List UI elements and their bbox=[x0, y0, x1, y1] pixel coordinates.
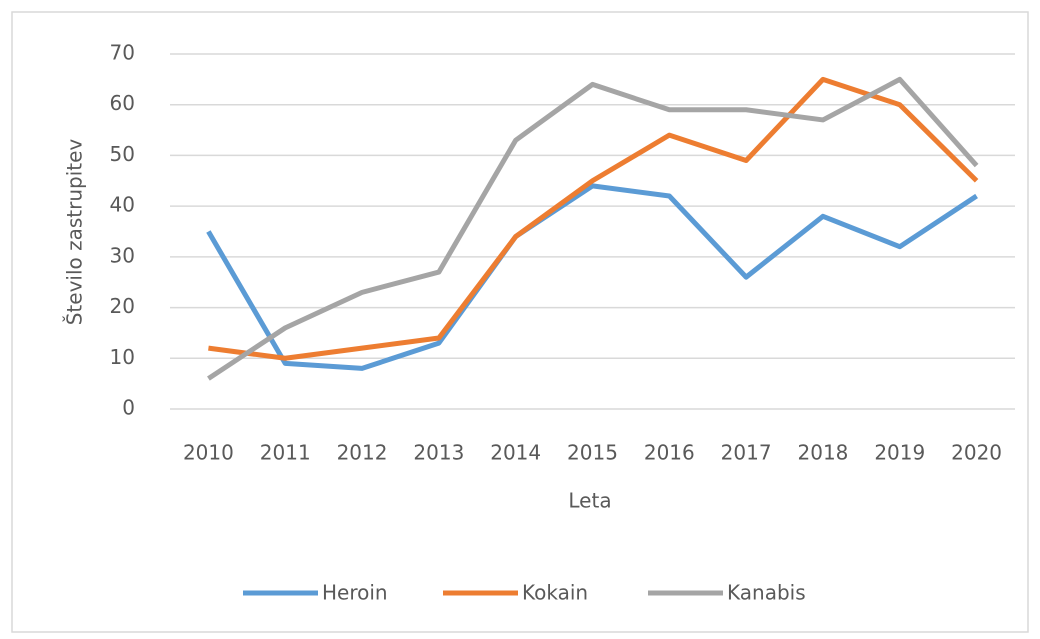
x-tick-label: 2011 bbox=[260, 441, 311, 465]
y-tick-label: 10 bbox=[110, 345, 135, 369]
y-tick-label: 30 bbox=[110, 243, 135, 267]
x-tick-label: 2014 bbox=[490, 441, 541, 465]
legend-label: Heroin bbox=[322, 581, 388, 605]
y-axis-title: Število zastrupitev bbox=[63, 139, 87, 326]
y-tick-label: 50 bbox=[110, 142, 135, 166]
data-line bbox=[206, 183, 978, 371]
x-tick-label: 2013 bbox=[413, 441, 464, 465]
y-tick-label: 60 bbox=[110, 91, 135, 115]
y-tick-label: 20 bbox=[110, 294, 135, 318]
data-line bbox=[208, 76, 979, 361]
y-tick-label: 70 bbox=[110, 41, 135, 65]
data-line bbox=[207, 76, 979, 381]
y-tick-label: 40 bbox=[110, 193, 135, 217]
legend-label: Kanabis bbox=[727, 581, 806, 605]
x-tick-label: 2018 bbox=[798, 441, 849, 465]
x-tick-label: 2016 bbox=[644, 441, 695, 465]
x-tick-label: 2015 bbox=[567, 441, 618, 465]
chart-border bbox=[11, 11, 1029, 633]
x-tick-label: 2012 bbox=[337, 441, 388, 465]
x-tick-label: 2019 bbox=[874, 441, 925, 465]
x-axis-title: Leta bbox=[568, 489, 611, 513]
y-tick-label: 0 bbox=[122, 396, 135, 420]
x-tick-label: 2010 bbox=[183, 441, 234, 465]
x-tick-label: 2017 bbox=[721, 441, 772, 465]
legend-label: Kokain bbox=[522, 581, 588, 605]
x-tick-label: 2020 bbox=[951, 441, 1002, 465]
